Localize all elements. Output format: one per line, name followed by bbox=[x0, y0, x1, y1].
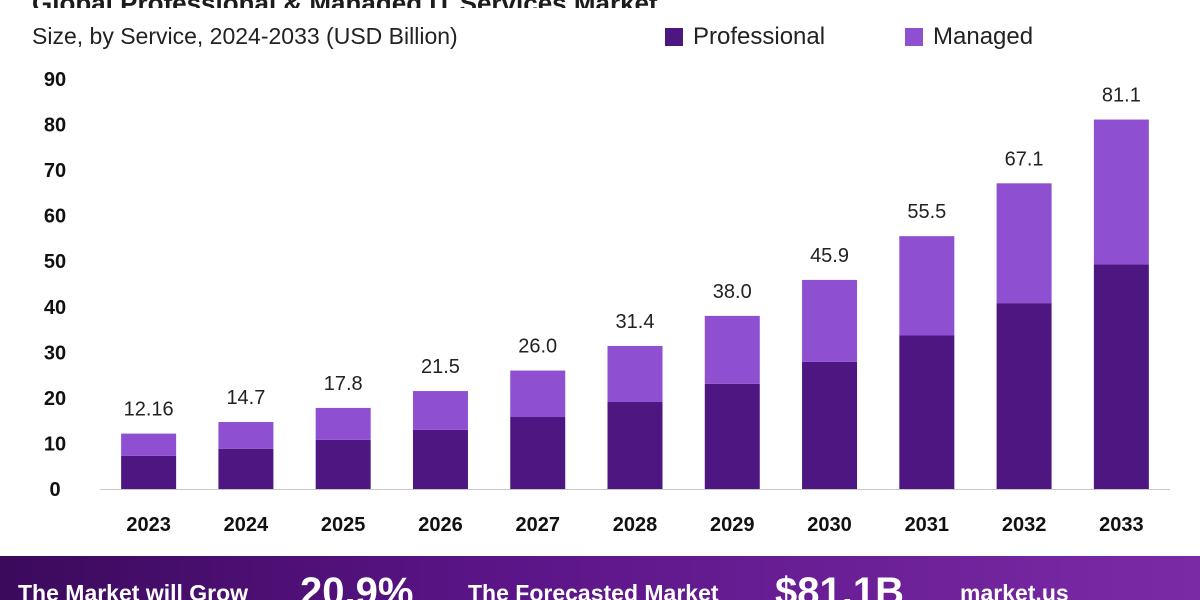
y-tick-label: 90 bbox=[44, 69, 66, 91]
data-label-2028: 31.4 bbox=[616, 311, 655, 333]
x-tick-label-2030: 2030 bbox=[807, 514, 852, 536]
bar-managed-2030 bbox=[802, 279, 858, 362]
legend-swatch-professional bbox=[665, 28, 683, 46]
x-tick-label-2033: 2033 bbox=[1099, 514, 1144, 536]
footer-grow-text: The Market will Grow bbox=[18, 580, 249, 600]
data-label-2025: 17.8 bbox=[324, 373, 363, 395]
x-tick-label-2026: 2026 bbox=[418, 514, 463, 536]
x-tick-label-2032: 2032 bbox=[1002, 514, 1047, 536]
x-tick-label-2027: 2027 bbox=[515, 514, 560, 536]
legend-label-professional: Professional bbox=[693, 23, 826, 50]
bar-professional-2031 bbox=[899, 335, 955, 489]
bar-managed-2028 bbox=[607, 345, 663, 402]
bar-managed-2032 bbox=[996, 183, 1052, 304]
legend-label-managed: Managed bbox=[933, 23, 1034, 50]
footer-cagr-value: 20.9% bbox=[300, 570, 414, 600]
data-label-2027: 26.0 bbox=[518, 336, 557, 358]
data-label-2029: 38.0 bbox=[713, 281, 752, 303]
y-tick-label: 40 bbox=[44, 297, 66, 319]
bar-managed-2026 bbox=[412, 391, 468, 430]
y-tick-label: 30 bbox=[44, 342, 66, 364]
y-tick-label: 0 bbox=[49, 479, 60, 501]
chart-subtitle: Size, by Service, 2024-2033 (USD Billion… bbox=[32, 23, 458, 49]
footer-market-value: $81.1B bbox=[775, 570, 904, 600]
y-tick-label: 10 bbox=[44, 433, 66, 455]
bar-professional-2032 bbox=[996, 303, 1052, 489]
legend-item-professional: Professional bbox=[665, 23, 825, 51]
data-label-2024: 14.7 bbox=[226, 387, 265, 409]
x-tick-label-2025: 2025 bbox=[321, 514, 366, 536]
x-tick-label-2029: 2029 bbox=[710, 514, 755, 536]
stacked-bar-chart: 010203040506070809012.16202314.7202417.8… bbox=[44, 69, 1170, 536]
x-tick-label-2031: 2031 bbox=[905, 514, 950, 536]
y-tick-label: 50 bbox=[44, 251, 66, 273]
y-tick-label: 80 bbox=[44, 115, 66, 137]
chart-title: Global Professional & Managed IT Service… bbox=[32, 0, 722, 8]
data-label-2031: 55.5 bbox=[907, 201, 946, 223]
data-label-2032: 67.1 bbox=[1005, 148, 1044, 170]
bar-professional-2029 bbox=[704, 383, 760, 489]
bar-professional-2023 bbox=[121, 455, 177, 489]
legend-swatch-managed bbox=[905, 28, 923, 46]
x-tick-label-2023: 2023 bbox=[126, 514, 171, 536]
data-label-2030: 45.9 bbox=[810, 245, 849, 267]
y-tick-label: 70 bbox=[44, 160, 66, 182]
bar-managed-2031 bbox=[899, 236, 955, 336]
bar-professional-2026 bbox=[412, 429, 468, 489]
bar-professional-2027 bbox=[510, 417, 566, 489]
bar-managed-2029 bbox=[704, 315, 760, 384]
bar-managed-2025 bbox=[315, 407, 371, 440]
bar-managed-2033 bbox=[1093, 119, 1149, 265]
legend-item-managed: Managed bbox=[905, 23, 1033, 51]
y-tick-label: 20 bbox=[44, 388, 66, 410]
bar-professional-2030 bbox=[802, 361, 858, 489]
bar-professional-2025 bbox=[315, 439, 371, 489]
footer-forecast-text: The Forecasted Market bbox=[468, 580, 719, 600]
data-label-2023: 12.16 bbox=[124, 399, 174, 421]
bar-professional-2028 bbox=[607, 401, 663, 489]
bar-professional-2024 bbox=[218, 448, 274, 489]
x-tick-label-2024: 2024 bbox=[224, 514, 269, 536]
x-tick-label-2028: 2028 bbox=[613, 514, 658, 536]
bar-managed-2027 bbox=[510, 370, 566, 418]
bar-managed-2023 bbox=[121, 433, 177, 456]
bar-managed-2024 bbox=[218, 422, 274, 449]
footer-banner: The Market will Grow 20.9% The Forecaste… bbox=[0, 556, 1200, 600]
footer-brand: market.us bbox=[960, 580, 1069, 600]
data-label-2026: 21.5 bbox=[421, 356, 460, 378]
bar-professional-2033 bbox=[1093, 264, 1149, 489]
y-tick-label: 60 bbox=[44, 206, 66, 228]
data-label-2033: 81.1 bbox=[1102, 85, 1141, 107]
